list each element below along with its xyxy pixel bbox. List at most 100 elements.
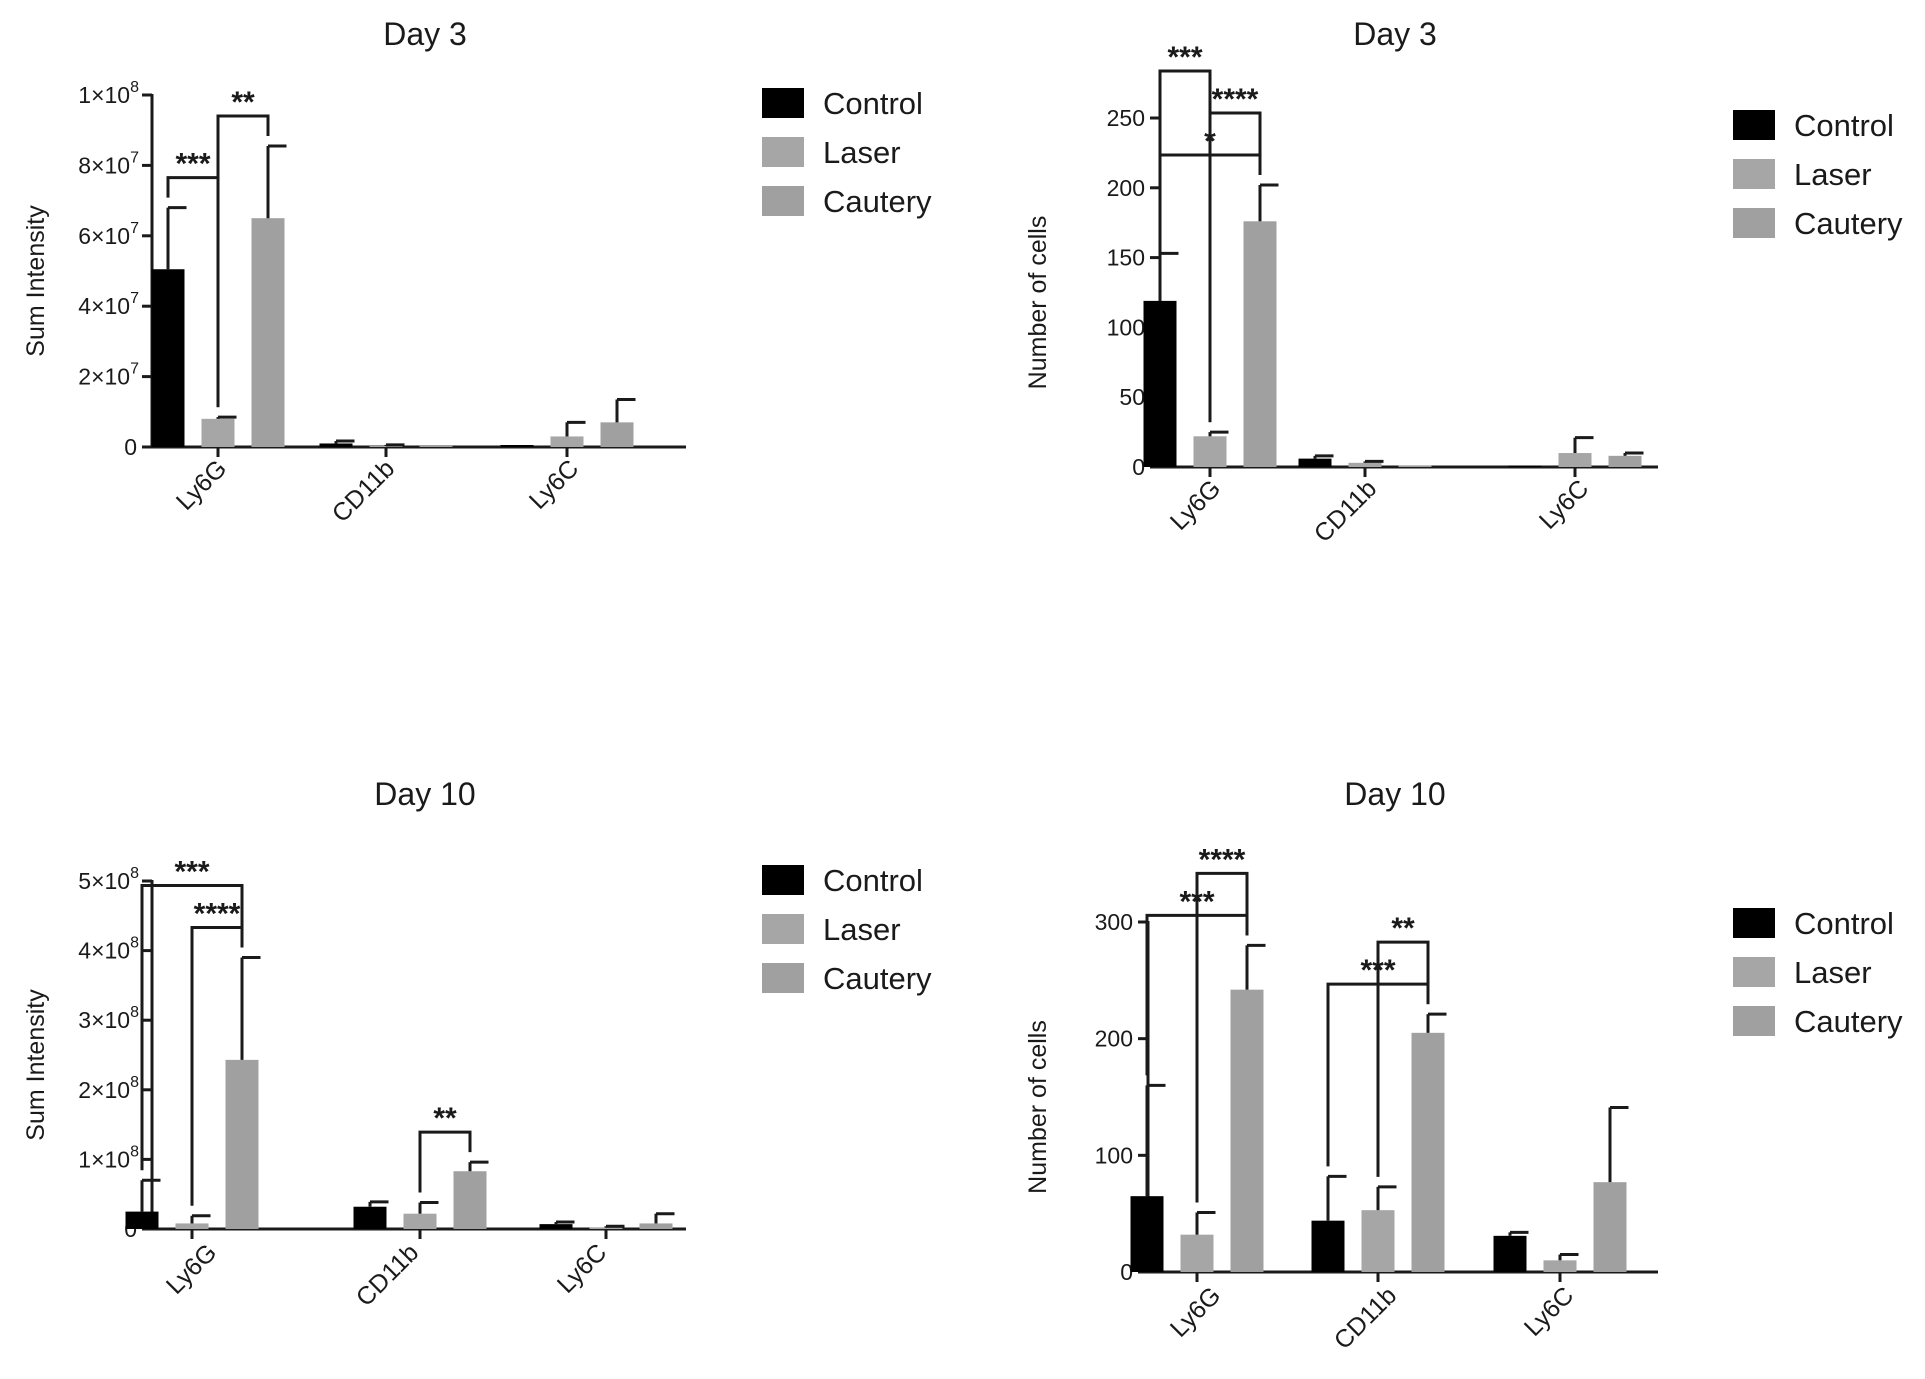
bar-control-cd11b [1298, 458, 1332, 467]
x-tick-label: CD11b [351, 1238, 425, 1312]
significance-stars: ** [231, 86, 255, 119]
legend-swatch-cautery [1733, 208, 1775, 238]
significance-stars: **** [1199, 843, 1246, 876]
y-axis-label: Sum Intensity [22, 205, 50, 357]
x-tick-label: Ly6C [1519, 1281, 1579, 1341]
significance-bracket [418, 1130, 472, 1193]
y-tick-label: 6×107 [78, 220, 139, 249]
x-tick-label: Ly6G [1165, 1281, 1226, 1342]
significance-stars: **** [1212, 83, 1259, 116]
significance-bracket [216, 114, 270, 408]
y-tick-label: 2×108 [78, 1074, 139, 1103]
y-tick-label: 4×107 [78, 290, 139, 319]
bar-laser-cd11b [369, 445, 403, 447]
bar-control-ly6c [1508, 465, 1542, 467]
bar-laser-ly6c [1543, 1260, 1577, 1272]
legend-label-cautery: Cautery [1794, 206, 1903, 241]
y-tick-label: 150 [1107, 245, 1145, 271]
legend-swatch-cautery [762, 186, 804, 216]
bar-laser-ly6g [175, 1223, 209, 1229]
bar-cautery-ly6c [1608, 455, 1642, 467]
chart-panel-1: Day 3 Sum Intensity 0 2×107 4×107 6×107 8×107 1… [22, 16, 932, 528]
legend-swatch-control [762, 865, 804, 895]
y-axis-label: Number of cells [1024, 216, 1052, 390]
x-tick-label: Ly6G [1165, 474, 1226, 535]
legend-label-laser: Laser [823, 912, 901, 947]
legend-swatch-laser [762, 914, 804, 944]
bar-control-cd11b [1311, 1220, 1345, 1272]
x-tick-label: Ly6C [552, 1238, 612, 1298]
y-axis-label: Sum Intensity [22, 989, 50, 1141]
y-axis-label: Number of cells [1024, 1020, 1052, 1194]
bar-cautery-ly6g [225, 1059, 259, 1229]
chart-panel-4: Day 10 Number of cells 0 100 200 300 Ly6G CD11b… [1024, 776, 1903, 1355]
legend-swatch-laser [762, 137, 804, 167]
legend-swatch-control [1733, 908, 1775, 938]
bar-control-ly6c [500, 445, 534, 447]
bar-control-cd11b [353, 1206, 387, 1229]
bar-laser-ly6g [1193, 436, 1227, 467]
legend-label-control: Control [823, 863, 923, 898]
legend-label-laser: Laser [1794, 955, 1872, 990]
chart-title: Day 3 [1353, 16, 1437, 52]
x-tick-label: Ly6G [171, 454, 232, 515]
x-tick-label: Ly6G [161, 1238, 222, 1299]
significance-bracket [140, 884, 244, 1171]
legend-label-control: Control [1794, 906, 1894, 941]
legend-swatch-laser [1733, 159, 1775, 189]
x-tick-label: Ly6C [1534, 474, 1594, 534]
significance-stars: ** [1391, 912, 1415, 945]
y-tick-label: 3×108 [78, 1004, 139, 1033]
y-tick-label: 300 [1095, 909, 1133, 935]
bar-laser-ly6c [550, 436, 584, 447]
y-tick-label: 50 [1119, 384, 1145, 410]
x-tick-label: Ly6C [524, 454, 584, 514]
y-tick-label: 200 [1095, 1026, 1133, 1052]
y-tick-label: 100 [1107, 314, 1145, 340]
bar-control-ly6g [125, 1211, 159, 1229]
significance-bracket [1376, 940, 1430, 1177]
chart-title: Day 10 [374, 776, 475, 812]
bar-laser-cd11b [1348, 462, 1382, 467]
bar-laser-ly6g [201, 418, 235, 447]
y-tick-label: 0 [1132, 454, 1145, 480]
bar-cautery-ly6c [1593, 1182, 1627, 1272]
legend-label-control: Control [1794, 108, 1894, 143]
y-tick-label: 100 [1095, 1142, 1133, 1168]
bar-control-ly6c [1493, 1235, 1527, 1272]
x-tick-label: CD11b [327, 454, 401, 528]
bar-cautery-cd11b [1411, 1032, 1445, 1272]
legend-swatch-control [762, 88, 804, 118]
chart-title: Day 10 [1344, 776, 1445, 812]
x-tick-label: CD11b [1329, 1281, 1403, 1355]
legend-label-control: Control [823, 86, 923, 121]
bar-control-ly6g [1130, 1196, 1164, 1272]
y-tick-label: 1×108 [78, 1143, 139, 1172]
bar-cautery-cd11b [1398, 465, 1432, 467]
y-tick-label: 2×107 [78, 361, 139, 390]
bar-control-cd11b [319, 443, 353, 447]
legend-label-laser: Laser [1794, 157, 1872, 192]
y-tick-label: 0 [124, 434, 137, 460]
significance-stars: ** [433, 1102, 457, 1135]
y-tick-label: 200 [1107, 175, 1145, 201]
y-tick-label: 8×107 [78, 149, 139, 178]
x-tick-label: CD11b [1309, 474, 1383, 548]
y-tick-label: 1×108 [78, 79, 139, 108]
y-tick-label: 4×108 [78, 935, 139, 964]
legend-label-cautery: Cautery [823, 184, 932, 219]
bar-cautery-ly6c [600, 422, 634, 447]
chart-title: Day 3 [383, 16, 467, 52]
legend-swatch-cautery [762, 963, 804, 993]
bar-laser-cd11b [403, 1213, 437, 1229]
legend-label-cautery: Cautery [823, 961, 932, 996]
bar-control-ly6c [539, 1224, 573, 1229]
significance-stars: **** [194, 898, 241, 931]
significance-stars: *** [174, 856, 209, 889]
bar-control-ly6g [151, 269, 185, 447]
significance-stars: *** [175, 148, 210, 181]
legend-swatch-control [1733, 110, 1775, 140]
